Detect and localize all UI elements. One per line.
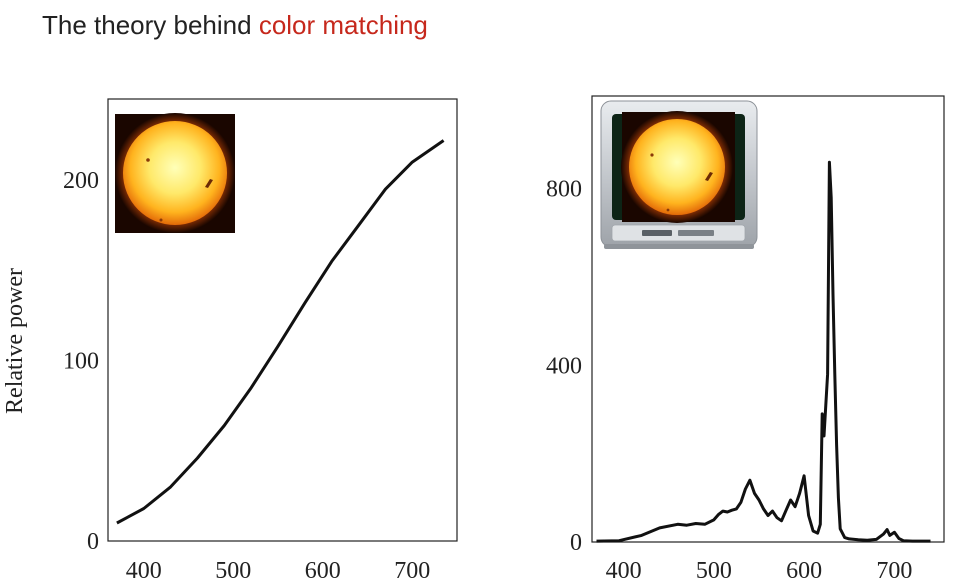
x-tick-label: 700 <box>394 558 430 584</box>
slide-title: The theory behind color matching <box>42 10 428 41</box>
y-axis-label: Relative power <box>2 268 28 414</box>
title-accent: color matching <box>258 10 428 40</box>
sun-icon <box>115 113 235 233</box>
x-tick-label: 600 <box>305 558 341 584</box>
y-tick-label: 100 <box>63 349 99 375</box>
x-tick-label: 500 <box>696 558 732 584</box>
x-tick-label: 700 <box>876 558 912 584</box>
y-ticks: 0 100 200 <box>63 168 99 555</box>
y-tick-label: 0 <box>570 530 582 556</box>
x-ticks: 400 500 600 700 <box>606 558 913 584</box>
y-tick-label: 800 <box>546 177 582 203</box>
y-tick-label: 400 <box>546 353 582 379</box>
x-tick-label: 400 <box>126 558 162 584</box>
plot-frame <box>107 98 458 542</box>
plot-frame <box>591 95 945 543</box>
x-tick-label: 400 <box>606 558 642 584</box>
chart-tv-spectrum: 0 400 800 400 500 600 700 <box>546 95 945 584</box>
title-prefix: The theory behind <box>42 10 259 40</box>
y-ticks: 0 400 800 <box>546 177 582 556</box>
tv-spectrum-curve <box>596 160 931 543</box>
tv-sun-icon <box>600 100 758 249</box>
sunlight-curve <box>116 139 445 525</box>
x-tick-label: 600 <box>786 558 822 584</box>
y-tick-label: 200 <box>63 168 99 194</box>
x-tick-label: 500 <box>215 558 251 584</box>
x-ticks: 400 500 600 700 <box>126 558 430 584</box>
chart-sunlight-spectrum: 0 100 200 400 500 600 700 <box>63 98 458 584</box>
y-tick-label: 0 <box>87 529 99 555</box>
